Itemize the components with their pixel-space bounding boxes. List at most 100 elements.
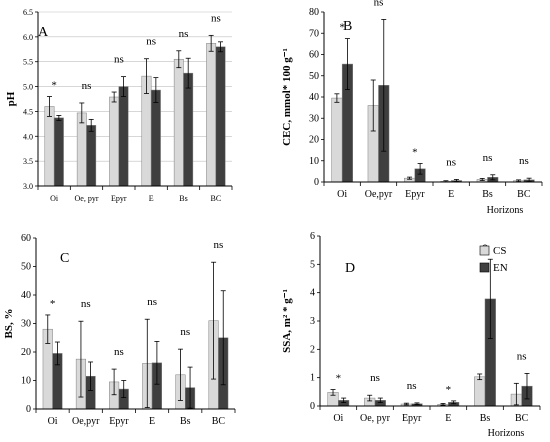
y-tick-label: 3.0: [23, 182, 33, 191]
panel-letter: C: [60, 251, 69, 266]
significance-label: ns: [211, 12, 221, 24]
panel-letter: B: [343, 19, 352, 34]
y-tick-label: 4: [310, 288, 315, 299]
y-tick-label: 6.5: [23, 8, 33, 17]
significance-label: ns: [214, 239, 224, 251]
x-tick-label: Oe, pyr: [75, 194, 99, 203]
y-axis-title: BS, %: [3, 309, 15, 339]
y-tick-label: 40: [309, 92, 319, 103]
y-tick-label: 10: [309, 156, 319, 167]
significance-label: ns: [114, 54, 124, 66]
significance-label: ns: [179, 28, 189, 40]
x-tick-label: BC: [210, 194, 221, 203]
y-tick-label: 5: [310, 259, 315, 270]
x-tick-label: BC: [515, 413, 529, 424]
bar-cs-oi: [44, 106, 55, 187]
bar-cs-oe-pyr: [76, 112, 87, 187]
y-tick-label: 1: [310, 373, 315, 384]
bar-en-bs: [183, 72, 194, 187]
legend-label-en: EN: [493, 262, 508, 274]
significance-label: ns: [114, 346, 124, 358]
x-tick-label: E: [448, 189, 454, 200]
y-axis-title: pH: [5, 91, 17, 106]
x-tick-label: Oi: [50, 194, 59, 203]
y-tick-label: 4.5: [23, 107, 33, 116]
bar-cs-oi: [331, 97, 343, 183]
bar-en-oe-pyr: [86, 125, 97, 187]
y-tick-label: 0: [310, 401, 315, 412]
x-tick-label: Oi: [333, 413, 343, 424]
x-tick-label: Oe,pyr: [72, 416, 100, 427]
y-tick-label: 6.0: [23, 33, 33, 42]
significance-label: ns: [370, 372, 380, 384]
x-tick-label: Bs: [180, 416, 191, 427]
significance-label: ns: [446, 156, 456, 168]
y-tick-label: 5.5: [23, 58, 33, 67]
significance-label: *: [336, 373, 342, 385]
significance-label: ns: [407, 380, 417, 392]
x-tick-label: Epyr: [402, 413, 422, 424]
significance-label: *: [339, 22, 345, 34]
y-axis-title: CEC, mmol* 100 g⁻¹: [281, 48, 293, 146]
chart-panel-c: * ns ns ns ns ns 0 10 20 30 40 50 60 Oi Oe,pyr Epyr E Bs B…: [3, 233, 236, 427]
panel-letter: D: [345, 261, 355, 276]
significance-label: *: [446, 384, 452, 396]
y-tick-label: 70: [309, 28, 319, 39]
y-tick-label: 30: [21, 319, 31, 330]
y-tick-label: 50: [21, 262, 31, 273]
x-tick-label: Oi: [337, 189, 347, 200]
y-tick-label: 80: [309, 7, 319, 18]
significance-label: *: [50, 298, 56, 310]
y-tick-label: 50: [309, 71, 319, 82]
significance-label: ns: [147, 296, 157, 308]
y-tick-label: 0: [314, 177, 319, 188]
bar-en-oi: [53, 117, 64, 187]
bar-cs-bs: [173, 58, 184, 187]
x-tick-label: Bs: [480, 413, 491, 424]
legend-swatch-en: [479, 262, 490, 273]
significance-label: ns: [374, 0, 384, 8]
significance-label: ns: [180, 326, 190, 338]
y-tick-label: 3.5: [23, 157, 33, 166]
bar-en-epyr: [118, 86, 129, 187]
x-tick-label: Epyr: [111, 194, 127, 203]
panel-letter: A: [38, 25, 49, 40]
x-tick-label: BC: [212, 416, 226, 427]
bar-cs-bc: [206, 43, 217, 187]
significance-label: *: [412, 147, 418, 159]
significance-label: ns: [483, 152, 493, 164]
y-tick-label: 10: [21, 376, 31, 387]
chart-panel-a: * ns ns ns ns ns 3.0 3.5 4.0 4.5 5.0 5.5 6.0 6.5 Oi Oe,…: [5, 8, 233, 203]
x-tick-label: Oi: [48, 416, 58, 427]
x-tick-label: E: [445, 413, 451, 424]
x-tick-label: Bs: [482, 189, 493, 200]
legend-label-cs: CS: [493, 245, 506, 257]
bar-en-e: [150, 89, 161, 187]
significance-label: ns: [519, 155, 529, 167]
bar-en-bc: [215, 46, 226, 187]
y-tick-label: 3: [310, 316, 315, 327]
y-tick-label: 20: [21, 347, 31, 358]
y-tick-label: 20: [309, 135, 319, 146]
y-tick-label: 2: [310, 344, 315, 355]
y-tick-label: 4.0: [23, 132, 33, 141]
y-tick-label: 6: [310, 231, 315, 242]
y-tick-label: 30: [309, 113, 319, 124]
x-tick-label: E: [149, 194, 154, 203]
y-tick-label: 5.0: [23, 83, 33, 92]
bar-cs-epyr: [109, 96, 120, 187]
x-tick-label: Bs: [179, 194, 187, 203]
x-tick-label: Oe, pyr: [360, 413, 391, 424]
x-tick-label: Oe,pyr: [365, 189, 393, 200]
significance-label: *: [51, 80, 57, 92]
x-tick-label: Epyr: [405, 189, 425, 200]
chart-panel-b: * ns * ns ns ns 0 10 20 30 40 50 60 70 80 Oi Oe,pyr Epyr E…: [281, 0, 543, 216]
significance-label: ns: [81, 298, 91, 310]
significance-label: ns: [146, 36, 156, 48]
significance-label: ns: [82, 80, 92, 92]
significance-label: ns: [517, 350, 527, 362]
bar-cs-bs: [474, 376, 486, 407]
y-tick-label: 60: [21, 233, 31, 244]
